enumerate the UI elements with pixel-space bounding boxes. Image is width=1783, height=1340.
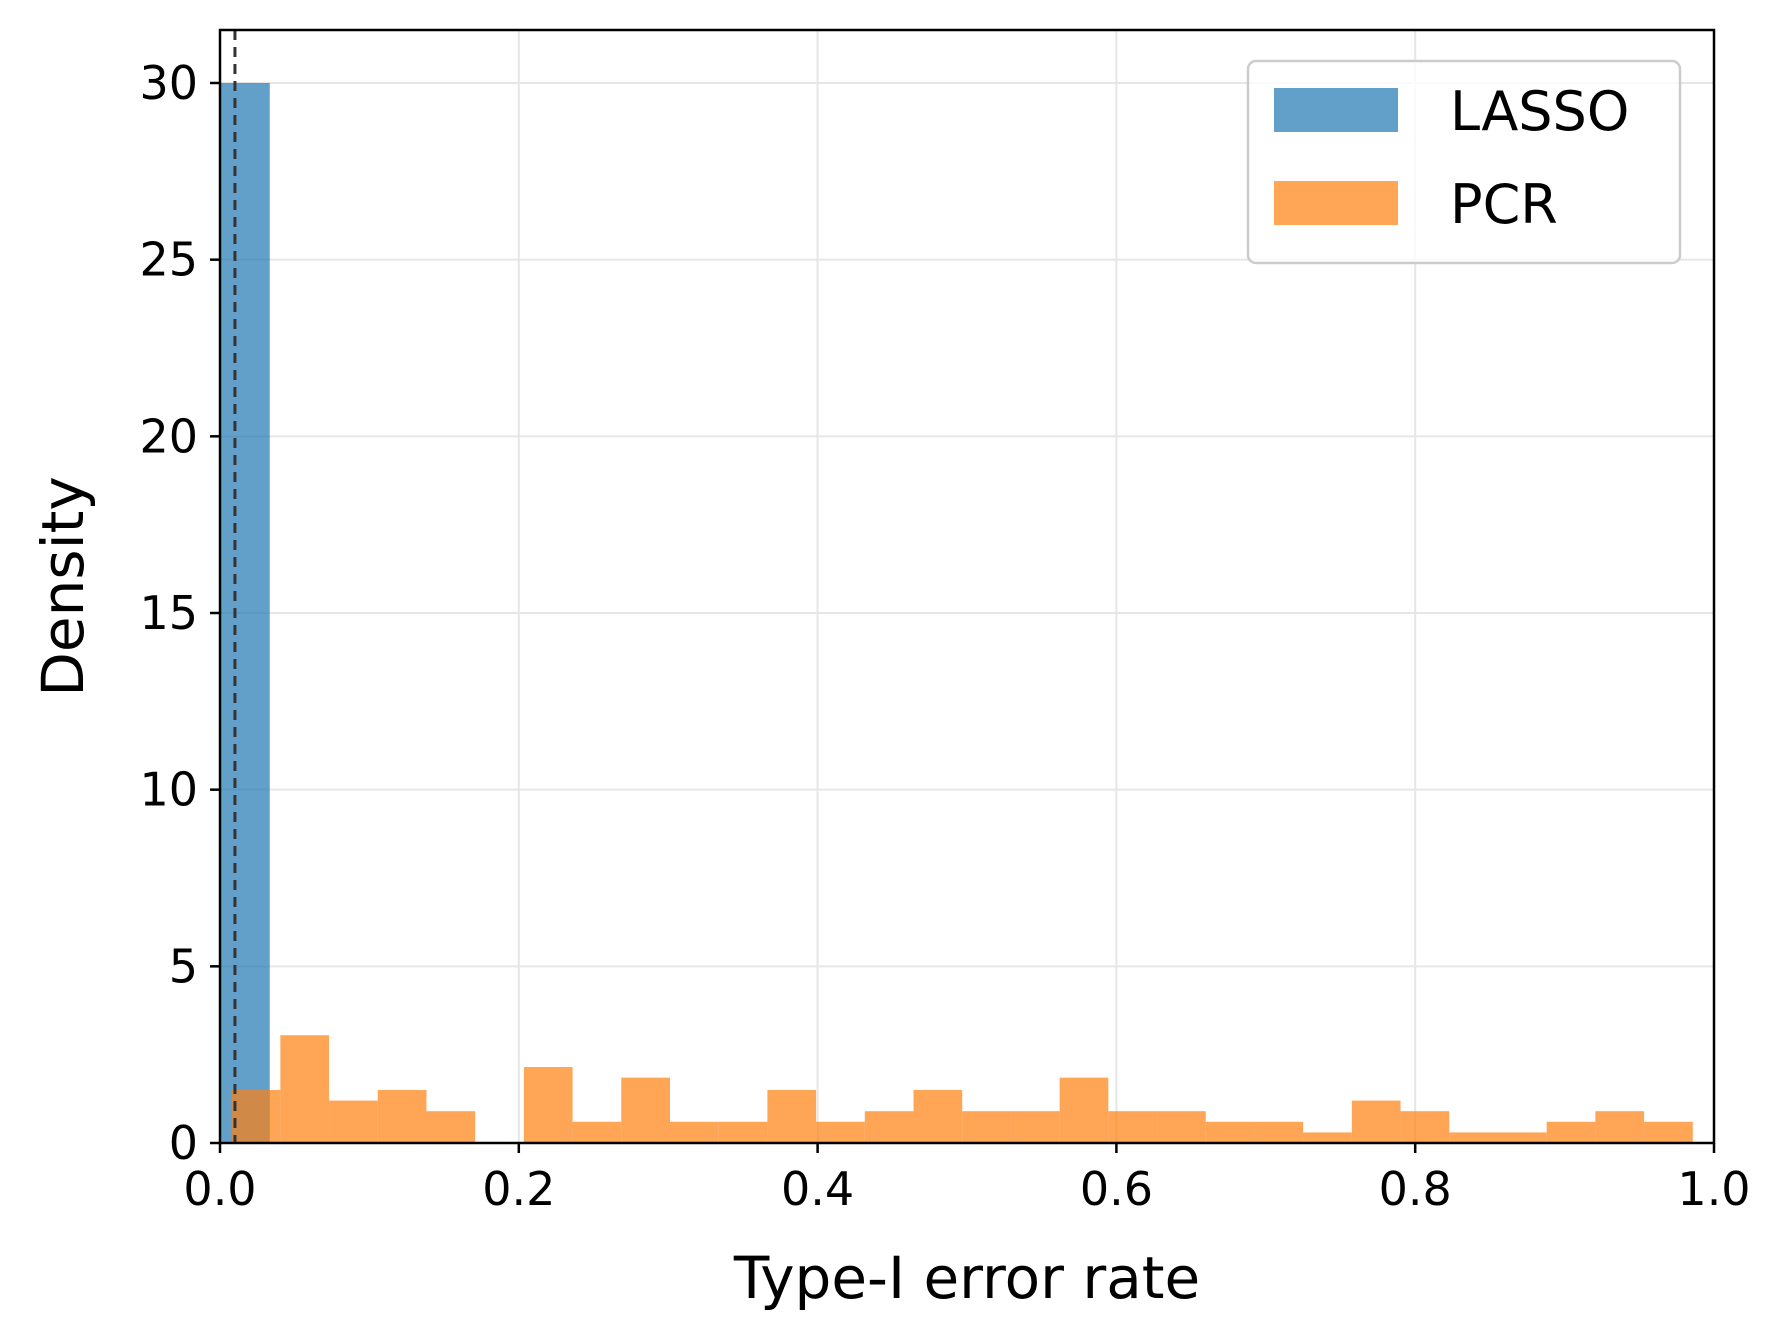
pcr-bar-14 bbox=[913, 1090, 963, 1143]
pcr-bar-2 bbox=[329, 1100, 378, 1143]
pcr-bar-28 bbox=[1595, 1111, 1645, 1143]
y-tick-label-4: 20 bbox=[139, 409, 198, 463]
pcr-bar-8 bbox=[621, 1077, 670, 1143]
lasso-bar-0 bbox=[220, 83, 270, 1143]
y-axis-ticks: 0 5 10 15 20 25 30 bbox=[139, 56, 220, 1170]
x-tick-label-0: 0.0 bbox=[183, 1162, 256, 1216]
pcr-bar-25 bbox=[1449, 1132, 1498, 1143]
pcr-bar-10 bbox=[718, 1121, 768, 1143]
pcr-bar-21 bbox=[1254, 1121, 1304, 1143]
x-tick-label-4: 0.8 bbox=[1379, 1162, 1452, 1216]
pcr-bar-17 bbox=[1059, 1077, 1109, 1143]
legend: LASSO PCR bbox=[1246, 59, 1682, 265]
legend-label-lasso: LASSO bbox=[1450, 80, 1629, 143]
pcr-bar-29 bbox=[1644, 1121, 1693, 1143]
x-tick-label-2: 0.4 bbox=[781, 1162, 854, 1216]
legend-label-pcr: PCR bbox=[1450, 173, 1558, 236]
y-tick-label-3: 15 bbox=[139, 586, 198, 640]
legend-swatch-lasso bbox=[1274, 88, 1398, 132]
y-tick-label-0: 0 bbox=[169, 1116, 198, 1170]
pcr-bar-0 bbox=[231, 1090, 281, 1143]
pcr-bar-15 bbox=[962, 1111, 1011, 1143]
pcr-bar-22 bbox=[1303, 1132, 1352, 1143]
pcr-bar-1 bbox=[280, 1035, 330, 1143]
pcr-bar-18 bbox=[1108, 1111, 1158, 1143]
pcr-bars bbox=[231, 1035, 1693, 1143]
pcr-bar-26 bbox=[1497, 1132, 1547, 1143]
y-tick-label-5: 25 bbox=[139, 233, 198, 287]
y-tick-label-1: 5 bbox=[169, 939, 198, 993]
pcr-bar-19 bbox=[1157, 1111, 1206, 1143]
x-axis-label: Type-I error rate bbox=[733, 1244, 1200, 1312]
pcr-bar-20 bbox=[1205, 1121, 1255, 1143]
x-tick-label-5: 1.0 bbox=[1677, 1162, 1750, 1216]
y-tick-label-6: 30 bbox=[139, 56, 198, 110]
pcr-bar-13 bbox=[864, 1111, 914, 1143]
pcr-bar-27 bbox=[1546, 1121, 1596, 1143]
pcr-bar-12 bbox=[816, 1121, 865, 1143]
pcr-bar-11 bbox=[767, 1090, 817, 1143]
y-axis-label: Density bbox=[29, 476, 97, 697]
pcr-bar-9 bbox=[669, 1121, 719, 1143]
legend-swatch-pcr bbox=[1274, 181, 1398, 225]
grid-lines bbox=[219, 30, 1715, 1144]
pcr-bar-6 bbox=[523, 1067, 573, 1143]
x-tick-label-1: 0.2 bbox=[482, 1162, 555, 1216]
pcr-bar-4 bbox=[426, 1111, 476, 1143]
pcr-bar-16 bbox=[1010, 1111, 1060, 1143]
lasso-bars bbox=[220, 83, 270, 1143]
plot-frame bbox=[218, 28, 1716, 1145]
pcr-bar-24 bbox=[1400, 1111, 1450, 1143]
pcr-bar-23 bbox=[1351, 1100, 1401, 1143]
pcr-bar-3 bbox=[377, 1090, 427, 1143]
x-tick-label-3: 0.6 bbox=[1080, 1162, 1153, 1216]
x-axis-ticks: 0.0 0.2 0.4 0.6 0.8 1.0 bbox=[183, 1143, 1751, 1216]
pcr-bar-7 bbox=[572, 1121, 622, 1143]
y-tick-label-2: 10 bbox=[139, 763, 198, 817]
